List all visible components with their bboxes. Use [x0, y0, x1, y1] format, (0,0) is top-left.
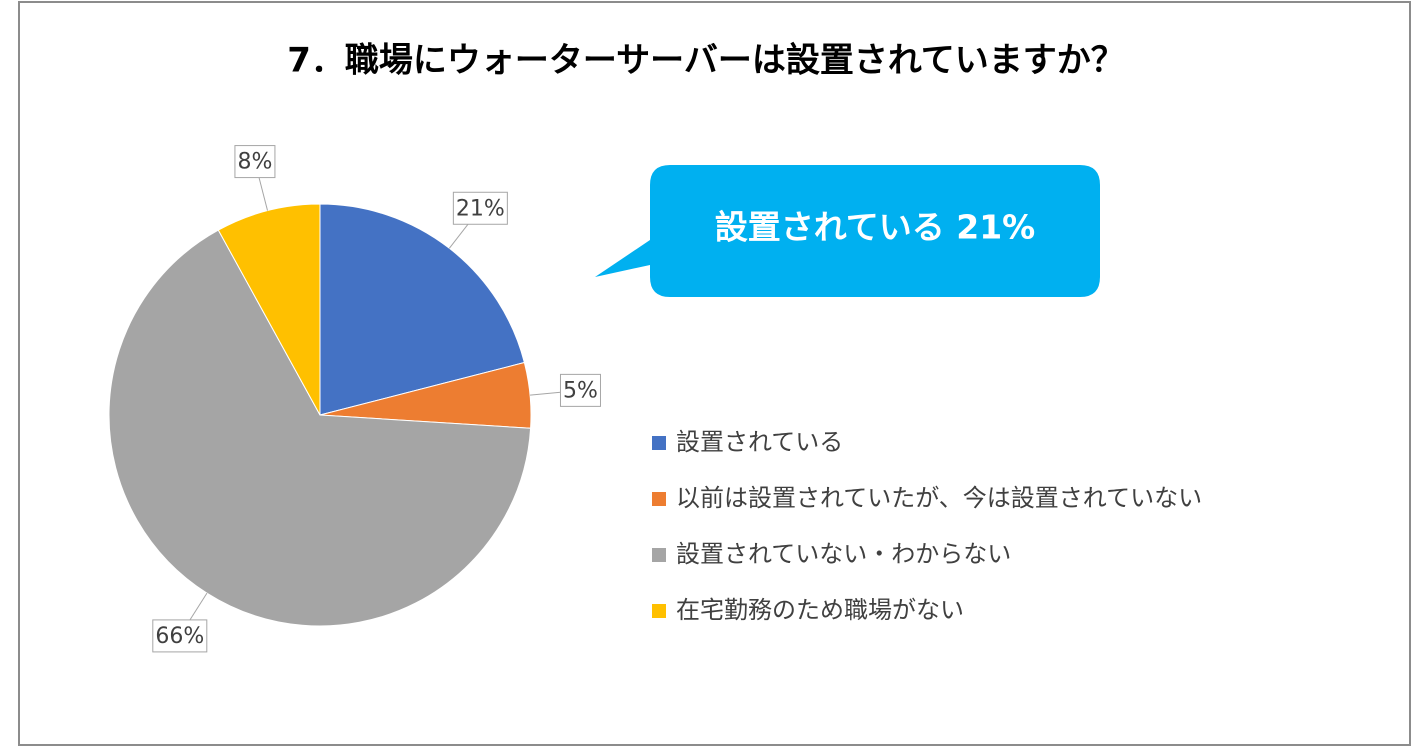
data-label: 5%	[563, 378, 598, 403]
legend-label: 設置されていない・わからない	[676, 540, 1011, 568]
pie-slice	[217, 203, 321, 416]
legend-label: 在宅勤務のため職場がない	[676, 596, 964, 624]
callout	[595, 165, 1100, 297]
chart-title: 7．職場にウォーターサーバーは設置されていますか？	[287, 41, 1125, 81]
legend-swatch	[652, 492, 666, 506]
data-label: 66%	[155, 624, 204, 649]
legend-label: 以前は設置されていたが、今は設置されていない	[676, 484, 1202, 512]
data-label-box	[152, 619, 208, 653]
data-label-box	[559, 373, 601, 407]
data-label-box	[452, 191, 508, 225]
pie-slice	[319, 203, 525, 416]
callout-text: 設置されている 21%	[715, 208, 1036, 247]
legend-swatch	[652, 436, 666, 450]
pie-slice	[108, 229, 532, 627]
legend-swatch	[652, 604, 666, 618]
data-label-box	[234, 145, 276, 179]
data-label: 8%	[237, 150, 272, 175]
legend-swatch	[652, 548, 666, 562]
legend-label: 設置されている	[676, 428, 843, 456]
data-label: 21%	[456, 196, 505, 221]
